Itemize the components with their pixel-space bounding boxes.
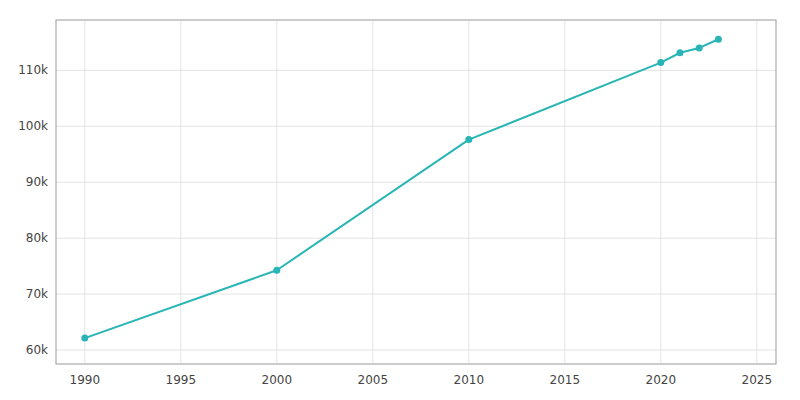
point [657, 59, 664, 66]
point [81, 335, 88, 342]
x-tick-label: 2020 [646, 373, 677, 387]
grid [56, 20, 776, 364]
x-tick-label: 2010 [454, 373, 485, 387]
y-tick-label: 90k [26, 175, 48, 189]
chart-svg: 1990 1995 2000 2005 2010 2015 2020 2025 60k 70k 80… [0, 0, 800, 400]
plot-frame [56, 20, 776, 364]
chart-container: 1990 1995 2000 2005 2010 2015 2020 2025 60k 70k 80… [0, 0, 800, 400]
point [465, 136, 472, 143]
x-grid-line [564, 20, 565, 364]
y-grid-line [56, 70, 776, 71]
y-tick-label: 100k [18, 119, 48, 133]
y-tick-label: 70k [26, 287, 48, 301]
axes: 1990 1995 2000 2005 2010 2015 2020 2025 60k 70k 80… [18, 63, 772, 387]
x-grid-line [180, 20, 181, 364]
x-grid-line [468, 20, 469, 364]
x-grid-line [372, 20, 373, 364]
x-grid-line [660, 20, 661, 364]
y-tick-label: 80k [26, 231, 48, 245]
y-grid-line [56, 182, 776, 183]
x-tick-label: 1995 [166, 373, 197, 387]
x-tick-label: 2005 [358, 373, 389, 387]
point [696, 44, 703, 51]
y-grid-line [56, 126, 776, 127]
x-tick-label: 2000 [262, 373, 293, 387]
y-tick-label: 110k [18, 63, 48, 77]
line [85, 39, 719, 338]
point [273, 267, 280, 274]
y-grid-line [56, 294, 776, 295]
x-tick-label: 1990 [70, 373, 101, 387]
data-layer [81, 36, 722, 342]
x-grid-line [756, 20, 757, 364]
y-grid-line [56, 350, 776, 351]
x-tick-label: 2015 [550, 373, 581, 387]
point [715, 36, 722, 43]
x-grid-line [84, 20, 85, 364]
x-tick-label: 2025 [742, 373, 773, 387]
point [677, 49, 684, 56]
x-grid-line [276, 20, 277, 364]
y-tick-label: 60k [26, 343, 48, 357]
y-grid-line [56, 238, 776, 239]
